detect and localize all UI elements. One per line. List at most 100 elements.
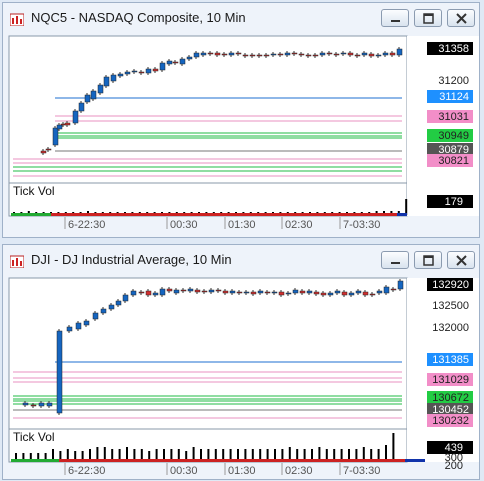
candle <box>313 291 320 295</box>
time-label: 00:30 <box>170 465 198 477</box>
price-label: 30879 <box>438 144 469 156</box>
candle <box>194 289 201 293</box>
candle <box>64 122 71 126</box>
candle <box>250 291 257 295</box>
time-label: 01:30 <box>228 219 256 231</box>
volume-bar <box>340 449 343 461</box>
volume-bar <box>59 451 62 461</box>
candle <box>78 102 85 112</box>
volume-bar <box>170 449 173 461</box>
candle <box>319 52 326 56</box>
candle <box>186 56 193 60</box>
minimize-button[interactable] <box>381 9 409 27</box>
volume-bar <box>103 447 106 461</box>
price-tag <box>427 414 473 427</box>
minimize-icon <box>391 20 400 22</box>
chart-canvas[interactable]: Tick Vol 6-22:30 00:30 01:30 02:30 7-03:30 313… <box>3 33 479 237</box>
candle <box>208 289 215 293</box>
candle <box>397 280 404 290</box>
candle <box>292 289 299 294</box>
candle <box>334 290 341 294</box>
volume-bar <box>118 449 121 461</box>
volume-bar <box>392 433 395 461</box>
volume-bar <box>296 449 299 461</box>
candle <box>291 52 298 55</box>
candle <box>122 294 129 302</box>
candle <box>75 322 82 330</box>
indicator-label: Tick Vol <box>13 430 55 444</box>
candle <box>341 291 348 296</box>
candle <box>222 290 229 294</box>
candle <box>180 289 187 292</box>
candle <box>305 54 312 57</box>
price-axis <box>407 278 479 462</box>
volume-bar <box>405 199 408 215</box>
candle <box>83 320 90 326</box>
candle <box>172 61 179 64</box>
candle <box>130 290 137 296</box>
candle <box>152 68 159 72</box>
maximize-button[interactable] <box>414 251 442 269</box>
candle <box>326 52 333 55</box>
close-icon <box>456 13 467 24</box>
candle <box>320 292 327 296</box>
session-strip <box>397 213 407 216</box>
candle <box>284 52 291 56</box>
candle <box>193 52 200 58</box>
volume-label: 179 <box>445 196 463 208</box>
chart-window-dji[interactable]: DJI - DJ Industrial Average, 10 Min Tick… <box>2 244 480 480</box>
price-tag <box>427 353 473 366</box>
candle <box>382 52 389 56</box>
maximize-button[interactable] <box>414 9 442 27</box>
candle <box>383 286 390 294</box>
candle <box>22 402 29 406</box>
price-tag <box>427 403 473 416</box>
price-pane <box>8 35 408 184</box>
candle <box>229 290 236 294</box>
candle <box>298 53 305 56</box>
candle <box>277 53 284 56</box>
volume-bar <box>385 445 387 461</box>
time-axis <box>9 217 479 231</box>
candle <box>249 54 256 57</box>
volume-bar <box>377 449 380 461</box>
title-bar[interactable]: DJI - DJ Industrial Average, 10 Min <box>3 245 479 275</box>
chart-window-nasdaq[interactable]: NQC5 - NASDAQ Composite, 10 Min Tick Vol… <box>2 2 480 238</box>
candle <box>306 290 313 294</box>
candle <box>375 54 382 57</box>
volume-bar <box>140 449 143 461</box>
candle <box>115 300 122 306</box>
candle <box>56 124 63 130</box>
candle <box>38 402 45 407</box>
session-strip <box>405 459 425 462</box>
candle <box>97 84 104 94</box>
volume-bar <box>74 451 77 461</box>
candle <box>52 127 59 146</box>
volume-bar <box>229 449 232 461</box>
time-label: 02:30 <box>285 465 313 477</box>
session-strip <box>59 459 405 462</box>
candle <box>110 74 117 82</box>
candle <box>166 60 173 65</box>
candle <box>327 292 334 296</box>
close-button[interactable] <box>447 251 475 269</box>
candle <box>333 53 340 56</box>
price-label: 31124 <box>439 91 469 103</box>
candle <box>299 290 306 294</box>
candle <box>207 52 214 55</box>
candle <box>173 289 180 294</box>
candle <box>66 326 73 332</box>
maximize-icon <box>423 13 434 24</box>
maximize-icon <box>423 255 434 266</box>
candle <box>131 70 138 73</box>
chart-canvas[interactable]: Tick Vol 6-22:30 00:30 01:30 02:30 7-03:30 132… <box>3 275 479 479</box>
candle <box>256 54 263 57</box>
close-icon <box>456 255 467 266</box>
minimize-icon <box>391 262 400 264</box>
title-bar[interactable]: NQC5 - NASDAQ Composite, 10 Min <box>3 3 479 33</box>
close-button[interactable] <box>447 9 475 27</box>
volume-bar <box>207 449 210 461</box>
candle <box>278 291 285 296</box>
minimize-button[interactable] <box>381 251 409 269</box>
candle <box>145 290 152 296</box>
